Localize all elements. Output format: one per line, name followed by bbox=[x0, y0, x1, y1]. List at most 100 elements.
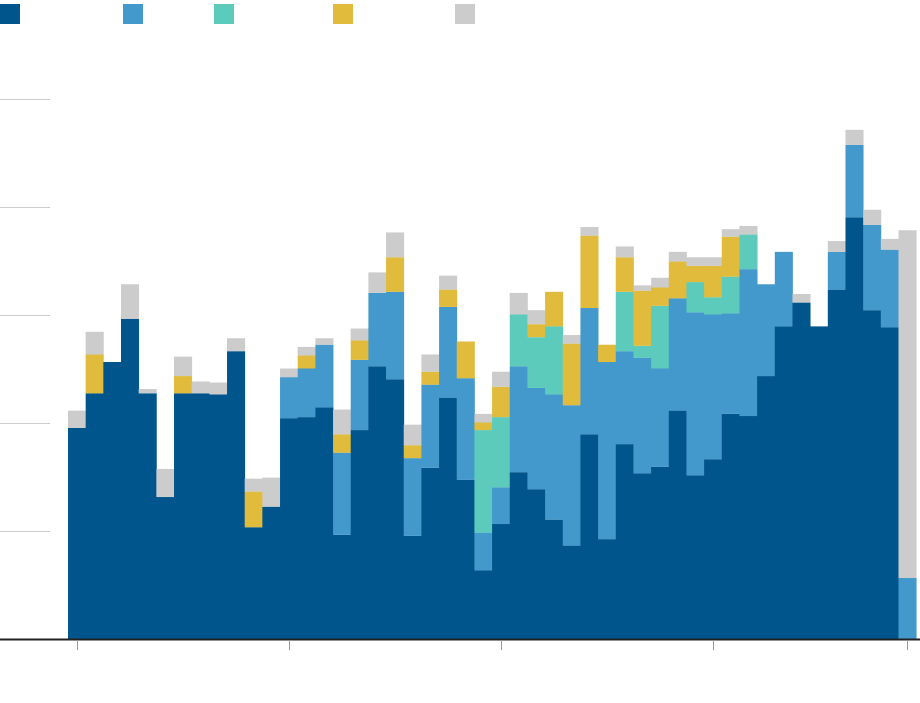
bar-32-series-4 bbox=[633, 285, 652, 291]
bar-41-series-4 bbox=[792, 293, 811, 303]
gridlines bbox=[0, 99, 50, 532]
bar-24-series-1 bbox=[492, 487, 511, 525]
bar-10-series-3 bbox=[244, 491, 263, 528]
bar-4-series-0 bbox=[138, 393, 157, 639]
bar-25-series-0 bbox=[509, 472, 528, 639]
bar-24-series-0 bbox=[492, 524, 511, 639]
bar-27-series-0 bbox=[545, 519, 564, 639]
bar-38-series-2 bbox=[739, 234, 758, 270]
bar-8-series-0 bbox=[209, 394, 228, 639]
bar-32-series-2 bbox=[633, 345, 652, 358]
bar-47-series-4 bbox=[898, 230, 917, 579]
bar-21-series-3 bbox=[439, 289, 458, 307]
legend-swatch-2 bbox=[214, 4, 234, 24]
bar-28-series-0 bbox=[562, 545, 581, 639]
bar-30-series-0 bbox=[598, 539, 617, 639]
bar-11-series-0 bbox=[262, 506, 281, 639]
bar-33-series-3 bbox=[651, 287, 670, 306]
bar-30-series-3 bbox=[598, 344, 617, 363]
bar-37-series-1 bbox=[721, 313, 740, 414]
bar-5-series-4 bbox=[156, 468, 175, 498]
bar-3-series-4 bbox=[121, 284, 140, 319]
bar-29-series-1 bbox=[580, 308, 599, 435]
bar-4-series-4 bbox=[138, 389, 157, 394]
bar-28-series-4 bbox=[562, 335, 581, 344]
bar-25-series-1 bbox=[509, 366, 528, 473]
bar-28-series-3 bbox=[562, 343, 581, 406]
bar-7-series-4 bbox=[191, 381, 210, 394]
bar-29-series-3 bbox=[580, 235, 599, 309]
legend-swatch-3 bbox=[333, 4, 353, 24]
bar-17-series-1 bbox=[368, 292, 387, 367]
bar-30-series-1 bbox=[598, 362, 617, 540]
bar-43-series-1 bbox=[827, 251, 846, 290]
bar-14-series-4 bbox=[315, 338, 334, 345]
bar-31-series-4 bbox=[615, 246, 634, 258]
bar-20-series-1 bbox=[421, 384, 440, 468]
bar-23-series-2 bbox=[474, 430, 493, 533]
bar-9-series-0 bbox=[227, 351, 246, 639]
bar-35-series-1 bbox=[686, 312, 705, 476]
bar-23-series-4 bbox=[474, 413, 493, 423]
bar-34-series-3 bbox=[668, 261, 687, 299]
bar-19-series-1 bbox=[403, 458, 422, 536]
bar-27-series-2 bbox=[545, 326, 564, 395]
bar-25-series-2 bbox=[509, 314, 528, 367]
bar-22-series-3 bbox=[456, 341, 475, 379]
bar-24-series-2 bbox=[492, 417, 511, 488]
bar-8-series-4 bbox=[209, 382, 228, 395]
bar-16-series-0 bbox=[350, 430, 369, 639]
bar-7-series-0 bbox=[191, 393, 210, 639]
bar-5-series-0 bbox=[156, 497, 175, 639]
bar-37-series-2 bbox=[721, 276, 740, 314]
bar-39-series-0 bbox=[757, 376, 776, 639]
x-axis bbox=[0, 638, 920, 650]
bar-24-series-3 bbox=[492, 386, 511, 418]
bar-18-series-3 bbox=[386, 257, 405, 292]
bar-10-series-4 bbox=[244, 478, 263, 492]
bar-9-series-4 bbox=[227, 338, 246, 352]
bar-45-series-4 bbox=[863, 209, 882, 225]
bar-35-series-3 bbox=[686, 265, 705, 283]
bar-32-series-1 bbox=[633, 357, 652, 474]
bar-33-series-0 bbox=[651, 466, 670, 639]
bar-24-series-4 bbox=[492, 371, 511, 387]
bar-16-series-1 bbox=[350, 359, 369, 431]
bar-11-series-4 bbox=[262, 477, 281, 507]
bar-45-series-1 bbox=[863, 224, 882, 311]
legend-swatch-0 bbox=[0, 4, 20, 24]
bar-38-series-4 bbox=[739, 225, 758, 235]
bar-26-series-1 bbox=[527, 387, 546, 490]
bar-36-series-0 bbox=[704, 459, 723, 639]
bar-32-series-0 bbox=[633, 473, 652, 639]
bar-44-series-1 bbox=[845, 144, 864, 218]
bar-21-series-0 bbox=[439, 397, 458, 639]
bar-22-series-0 bbox=[456, 479, 475, 639]
bar-37-series-3 bbox=[721, 236, 740, 277]
bar-17-series-4 bbox=[368, 272, 387, 293]
bar-20-series-0 bbox=[421, 467, 440, 639]
bar-3-series-0 bbox=[121, 318, 140, 639]
bar-34-series-0 bbox=[668, 410, 687, 639]
bar-40-series-0 bbox=[774, 326, 793, 639]
bar-19-series-0 bbox=[403, 535, 422, 639]
bar-33-series-1 bbox=[651, 368, 670, 467]
bar-27-series-3 bbox=[545, 291, 564, 327]
bar-31-series-0 bbox=[615, 444, 634, 639]
bar-33-series-4 bbox=[651, 277, 670, 288]
bar-0-series-0 bbox=[68, 427, 87, 639]
bar-2-series-0 bbox=[103, 362, 122, 639]
bar-43-series-4 bbox=[827, 241, 846, 252]
bar-0-series-4 bbox=[68, 410, 87, 428]
bar-6-series-4 bbox=[174, 356, 193, 377]
bar-15-series-3 bbox=[333, 434, 352, 453]
bar-26-series-2 bbox=[527, 337, 546, 388]
bar-18-series-4 bbox=[386, 232, 405, 258]
bar-44-series-0 bbox=[845, 217, 864, 639]
bar-20-series-4 bbox=[421, 354, 440, 372]
bar-38-series-1 bbox=[739, 269, 758, 417]
bar-32-series-3 bbox=[633, 290, 652, 346]
bar-19-series-4 bbox=[403, 424, 422, 446]
